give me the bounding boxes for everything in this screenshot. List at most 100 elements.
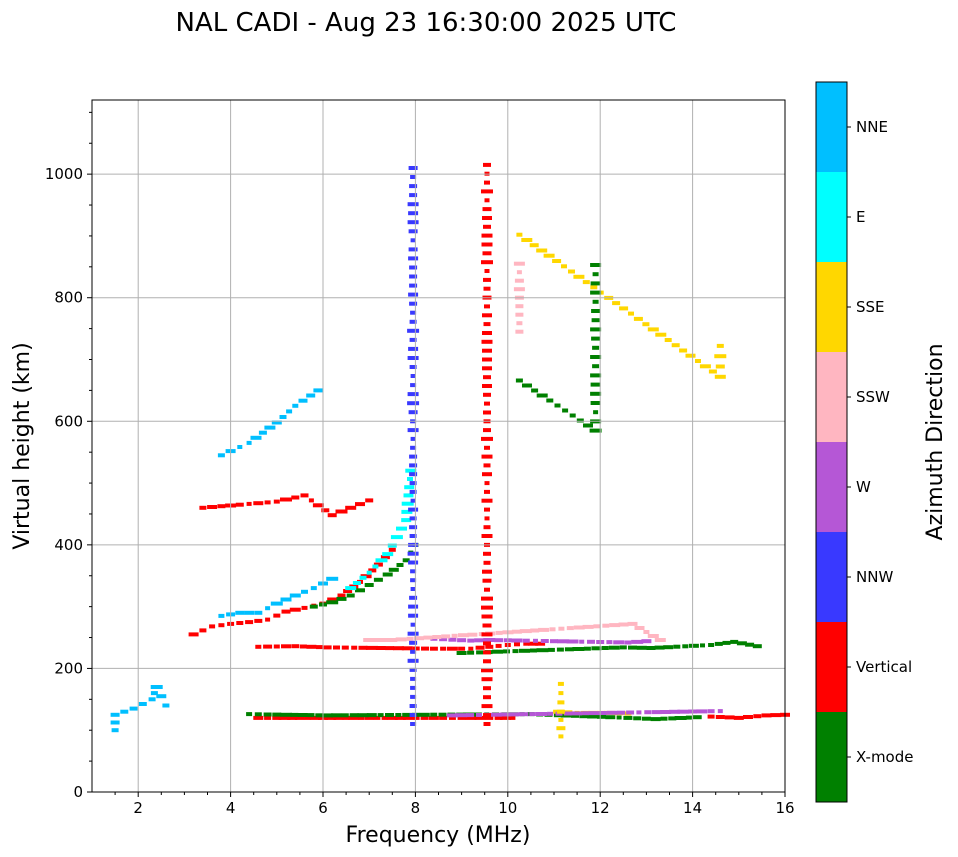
echo-point bbox=[722, 640, 731, 645]
echo-point bbox=[291, 644, 300, 649]
echo-point bbox=[636, 645, 647, 650]
x-tick-label: 8 bbox=[411, 799, 421, 817]
y-tick-label: 800 bbox=[54, 289, 83, 307]
echo-point bbox=[255, 644, 262, 649]
echo-point bbox=[481, 242, 493, 247]
echo-point bbox=[380, 638, 389, 642]
echo-point bbox=[270, 601, 283, 606]
echo-point bbox=[617, 710, 626, 715]
echo-point bbox=[540, 639, 549, 643]
echo-point bbox=[563, 711, 572, 716]
echo-point bbox=[474, 715, 486, 720]
echo-point bbox=[692, 715, 702, 720]
echo-point bbox=[770, 713, 782, 718]
colorbar-segment bbox=[816, 532, 847, 622]
echo-point bbox=[609, 623, 621, 628]
echo-point bbox=[289, 593, 301, 598]
echo-point bbox=[573, 625, 585, 630]
echo-point bbox=[409, 704, 417, 708]
echo-point bbox=[363, 638, 376, 642]
echo-point bbox=[513, 261, 525, 266]
echo-point bbox=[432, 635, 442, 639]
echo-point bbox=[373, 577, 383, 582]
echo-point bbox=[188, 632, 199, 637]
echo-point bbox=[235, 610, 245, 615]
echo-point bbox=[483, 224, 491, 229]
x-axis: 2 4 6 8 10 12 14 16 bbox=[114, 792, 795, 817]
echo-point bbox=[695, 359, 701, 363]
echo-point bbox=[599, 711, 607, 715]
echo-point bbox=[291, 495, 300, 500]
echo-point bbox=[483, 713, 491, 718]
echo-point bbox=[643, 630, 650, 634]
echo-point bbox=[522, 638, 530, 643]
echo-point bbox=[272, 712, 282, 717]
echo-point bbox=[407, 658, 419, 663]
echo-point bbox=[263, 644, 273, 649]
echo-point bbox=[358, 715, 365, 720]
echo-point bbox=[345, 505, 357, 510]
echo-point bbox=[414, 636, 424, 641]
echo-point bbox=[337, 593, 346, 598]
echo-point bbox=[410, 676, 417, 681]
echo-point bbox=[519, 629, 532, 634]
echo-point bbox=[556, 709, 565, 714]
echo-point bbox=[515, 304, 524, 309]
echo-point bbox=[483, 695, 491, 700]
echo-point bbox=[409, 489, 417, 494]
echo-point bbox=[381, 715, 388, 720]
echo-point bbox=[413, 715, 420, 720]
echo-point bbox=[409, 274, 418, 279]
echo-point bbox=[481, 704, 493, 709]
echo-point bbox=[323, 645, 332, 650]
echo-point bbox=[484, 180, 490, 185]
echo-point bbox=[410, 694, 417, 699]
echo-point bbox=[273, 499, 280, 504]
echo-point bbox=[365, 498, 374, 503]
echo-point bbox=[671, 343, 680, 348]
echo-point bbox=[492, 649, 503, 654]
echo-point bbox=[571, 713, 579, 718]
echo-point bbox=[407, 428, 419, 433]
echo-point bbox=[371, 638, 382, 642]
echo-point bbox=[482, 348, 492, 353]
echo-point bbox=[410, 578, 417, 583]
colorbar-segment bbox=[816, 712, 847, 802]
echo-point bbox=[571, 711, 583, 716]
echo-point bbox=[482, 472, 492, 477]
echo-point bbox=[699, 364, 711, 369]
echo-point bbox=[536, 648, 549, 653]
echo-point bbox=[685, 715, 692, 720]
echo-point bbox=[299, 644, 307, 649]
echo-point bbox=[419, 712, 430, 717]
echo-point bbox=[408, 507, 419, 512]
echo-point bbox=[589, 428, 602, 433]
echo-point bbox=[484, 507, 490, 512]
echo-point bbox=[373, 715, 381, 720]
echo-point bbox=[518, 712, 529, 717]
echo-point bbox=[451, 633, 458, 638]
echo-point bbox=[513, 287, 525, 292]
echo-point bbox=[592, 364, 600, 369]
echo-point bbox=[590, 263, 602, 267]
echo-point bbox=[387, 638, 398, 642]
echo-point bbox=[409, 525, 418, 530]
echo-point bbox=[590, 391, 602, 396]
echo-point bbox=[322, 713, 334, 718]
echo-point bbox=[254, 610, 263, 615]
echo-point bbox=[481, 436, 493, 441]
echo-point bbox=[466, 713, 475, 718]
echo-point bbox=[352, 581, 361, 585]
echo-point bbox=[495, 643, 502, 648]
echo-point bbox=[688, 643, 699, 648]
echo-point bbox=[557, 700, 565, 705]
echo-point bbox=[529, 712, 536, 717]
echo-point bbox=[593, 624, 601, 629]
echo-point bbox=[421, 646, 429, 651]
echo-point bbox=[272, 715, 282, 720]
echo-point bbox=[355, 502, 365, 507]
echo-point bbox=[597, 714, 606, 719]
echo-point bbox=[306, 393, 316, 398]
echo-point bbox=[606, 710, 618, 715]
echo-point bbox=[566, 626, 574, 631]
